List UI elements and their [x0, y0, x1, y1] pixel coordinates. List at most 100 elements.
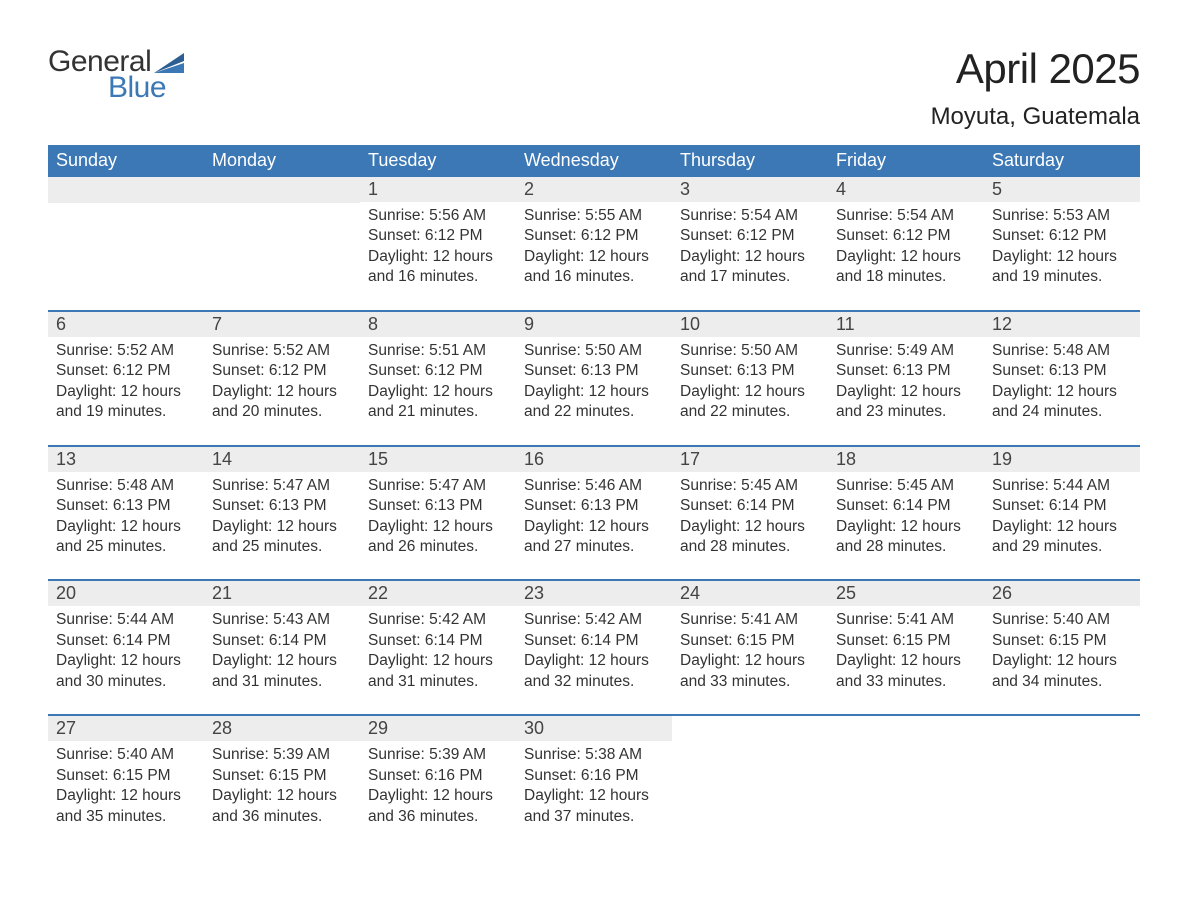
day-sunset: Sunset: 6:15 PM	[992, 631, 1132, 651]
day-sunset: Sunset: 6:13 PM	[524, 361, 664, 381]
day-sunset: Sunset: 6:15 PM	[680, 631, 820, 651]
day-number-bar: 11	[828, 312, 984, 337]
day-number: 9	[524, 314, 534, 334]
day-number-bar: 21	[204, 581, 360, 606]
day-number-bar: 24	[672, 581, 828, 606]
weeks-container: 1Sunrise: 5:56 AMSunset: 6:12 PMDaylight…	[48, 177, 1140, 837]
day-body: Sunrise: 5:50 AMSunset: 6:13 PMDaylight:…	[516, 337, 672, 433]
day-dl2: and 16 minutes.	[524, 267, 664, 287]
day-body: Sunrise: 5:40 AMSunset: 6:15 PMDaylight:…	[984, 606, 1140, 702]
day-sunrise: Sunrise: 5:40 AM	[992, 610, 1132, 630]
day-cell	[204, 177, 360, 298]
day-dl1: Daylight: 12 hours	[212, 382, 352, 402]
day-number: 16	[524, 449, 544, 469]
day-number: 11	[836, 314, 855, 334]
day-number-bar: 20	[48, 581, 204, 606]
day-body: Sunrise: 5:52 AMSunset: 6:12 PMDaylight:…	[48, 337, 204, 433]
day-body: Sunrise: 5:47 AMSunset: 6:13 PMDaylight:…	[204, 472, 360, 568]
day-dl1: Daylight: 12 hours	[992, 651, 1132, 671]
day-number-bar: 25	[828, 581, 984, 606]
day-number-bar: 23	[516, 581, 672, 606]
day-cell: 3Sunrise: 5:54 AMSunset: 6:12 PMDaylight…	[672, 177, 828, 298]
day-body: Sunrise: 5:44 AMSunset: 6:14 PMDaylight:…	[48, 606, 204, 702]
day-number: 19	[992, 449, 1012, 469]
day-sunset: Sunset: 6:15 PM	[836, 631, 976, 651]
day-sunrise: Sunrise: 5:47 AM	[212, 476, 352, 496]
day-cell: 25Sunrise: 5:41 AMSunset: 6:15 PMDayligh…	[828, 581, 984, 702]
day-number-bar: 22	[360, 581, 516, 606]
day-body: Sunrise: 5:45 AMSunset: 6:14 PMDaylight:…	[672, 472, 828, 568]
day-sunset: Sunset: 6:15 PM	[212, 766, 352, 786]
day-sunset: Sunset: 6:13 PM	[524, 496, 664, 516]
day-dl2: and 21 minutes.	[368, 402, 508, 422]
day-dl2: and 37 minutes.	[524, 807, 664, 827]
location-label: Moyuta, Guatemala	[931, 103, 1140, 131]
day-number: 10	[680, 314, 700, 334]
day-dl1: Daylight: 12 hours	[680, 651, 820, 671]
brand-logo: General Blue	[48, 45, 184, 105]
day-dl1: Daylight: 12 hours	[836, 517, 976, 537]
day-body: Sunrise: 5:48 AMSunset: 6:13 PMDaylight:…	[984, 337, 1140, 433]
day-number-bar: 18	[828, 447, 984, 472]
calendar-week: 1Sunrise: 5:56 AMSunset: 6:12 PMDaylight…	[48, 177, 1140, 298]
day-body: Sunrise: 5:42 AMSunset: 6:14 PMDaylight:…	[360, 606, 516, 702]
day-number: 7	[212, 314, 222, 334]
day-dl2: and 24 minutes.	[992, 402, 1132, 422]
day-dl1: Daylight: 12 hours	[368, 651, 508, 671]
day-number: 23	[524, 583, 544, 603]
day-dl2: and 26 minutes.	[368, 537, 508, 557]
day-number: 28	[212, 718, 232, 738]
page-title: April 2025	[931, 45, 1140, 93]
day-sunrise: Sunrise: 5:40 AM	[56, 745, 196, 765]
day-cell: 1Sunrise: 5:56 AMSunset: 6:12 PMDaylight…	[360, 177, 516, 298]
dow-saturday: Saturday	[984, 145, 1140, 177]
day-sunset: Sunset: 6:12 PM	[836, 226, 976, 246]
brand-blue: Blue	[108, 71, 184, 105]
day-cell: 19Sunrise: 5:44 AMSunset: 6:14 PMDayligh…	[984, 447, 1140, 568]
day-dl2: and 30 minutes.	[56, 672, 196, 692]
day-dl1: Daylight: 12 hours	[212, 786, 352, 806]
day-dl2: and 20 minutes.	[212, 402, 352, 422]
day-cell: 6 Sunrise: 5:52 AMSunset: 6:12 PMDaylight…	[48, 312, 204, 433]
day-dl2: and 16 minutes.	[368, 267, 508, 287]
day-number: 6	[56, 314, 66, 334]
day-body: Sunrise: 5:50 AMSunset: 6:13 PMDaylight:…	[672, 337, 828, 433]
day-number: 17	[680, 449, 700, 469]
day-number-bar: 15	[360, 447, 516, 472]
day-number-bar: 8	[360, 312, 516, 337]
day-sunrise: Sunrise: 5:45 AM	[680, 476, 820, 496]
dow-wednesday: Wednesday	[516, 145, 672, 177]
day-number: 26	[992, 583, 1012, 603]
day-body: Sunrise: 5:41 AMSunset: 6:15 PMDaylight:…	[672, 606, 828, 702]
day-dl1: Daylight: 12 hours	[524, 247, 664, 267]
day-dl1: Daylight: 12 hours	[212, 517, 352, 537]
day-dl2: and 28 minutes.	[680, 537, 820, 557]
day-cell: 18Sunrise: 5:45 AMSunset: 6:14 PMDayligh…	[828, 447, 984, 568]
day-number-bar: 29	[360, 716, 516, 741]
day-sunset: Sunset: 6:14 PM	[992, 496, 1132, 516]
day-body: Sunrise: 5:39 AMSunset: 6:15 PMDaylight:…	[204, 741, 360, 837]
day-cell: 8Sunrise: 5:51 AMSunset: 6:12 PMDaylight…	[360, 312, 516, 433]
day-of-week-header: Sunday Monday Tuesday Wednesday Thursday…	[48, 145, 1140, 177]
day-cell: 30Sunrise: 5:38 AMSunset: 6:16 PMDayligh…	[516, 716, 672, 837]
day-cell: 10 Sunrise: 5:50 AMSunset: 6:13 PMDayligh…	[672, 312, 828, 433]
day-number: 1	[368, 179, 378, 199]
day-sunrise: Sunrise: 5:41 AM	[836, 610, 976, 630]
day-cell	[828, 716, 984, 837]
header-row: General Blue April 2025 Moyuta, Guatemal…	[48, 45, 1140, 131]
day-number-bar: 5	[984, 177, 1140, 202]
day-number-bar: 12	[984, 312, 1140, 337]
day-number: 15	[368, 449, 388, 469]
day-sunrise: Sunrise: 5:41 AM	[680, 610, 820, 630]
day-sunrise: Sunrise: 5:48 AM	[992, 341, 1132, 361]
day-sunset: Sunset: 6:12 PM	[56, 361, 196, 381]
calendar-week: 13Sunrise: 5:48 AMSunset: 6:13 PMDayligh…	[48, 445, 1140, 568]
day-dl1: Daylight: 12 hours	[836, 382, 976, 402]
day-cell: 12Sunrise: 5:48 AMSunset: 6:13 PMDayligh…	[984, 312, 1140, 433]
day-number-bar: 7	[204, 312, 360, 337]
day-body: Sunrise: 5:54 AMSunset: 6:12 PMDaylight:…	[672, 202, 828, 298]
dow-thursday: Thursday	[672, 145, 828, 177]
day-dl2: and 27 minutes.	[524, 537, 664, 557]
day-sunset: Sunset: 6:14 PM	[212, 631, 352, 651]
day-number-bar: 28	[204, 716, 360, 741]
